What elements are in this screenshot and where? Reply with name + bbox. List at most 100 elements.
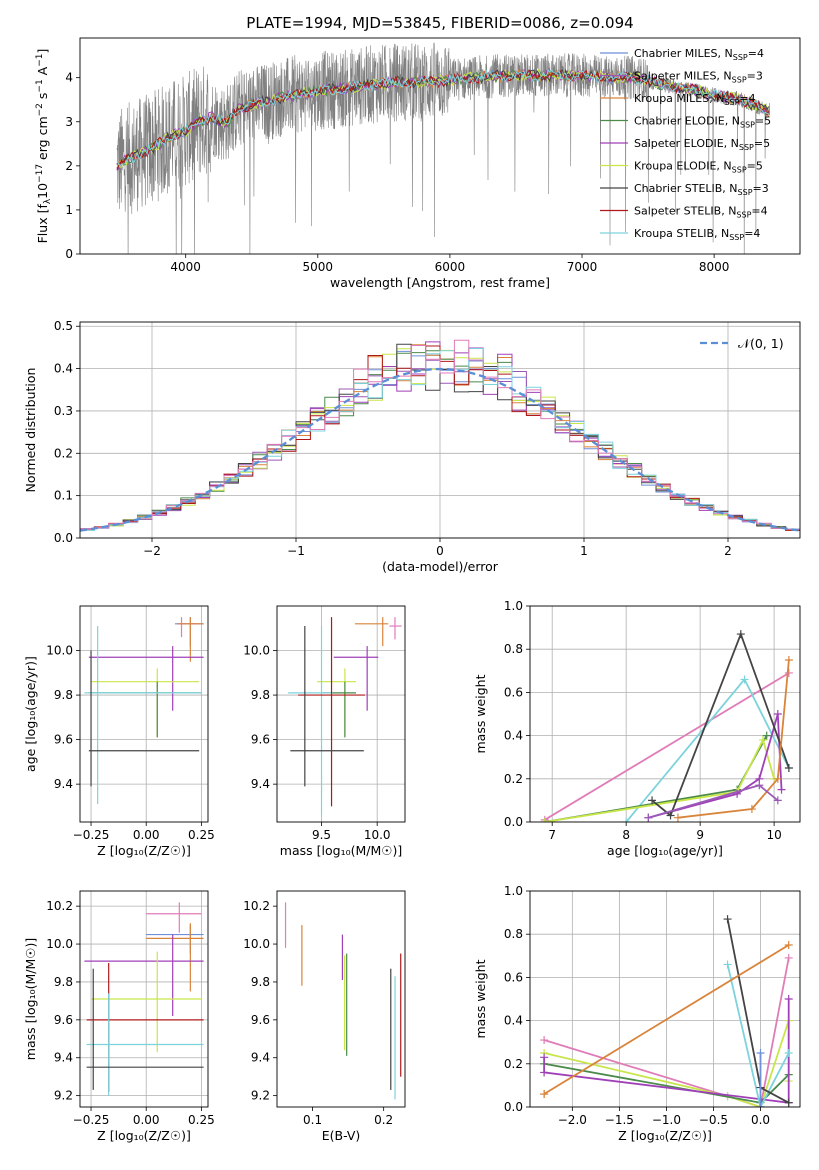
histogram-step <box>80 339 800 530</box>
y-tick-label: 0.0 <box>54 531 73 545</box>
panel-massweight_vs_age: 7 8 9 10 0.0 0.2 0.4 0.6 0.8 1.0 age [log₁₀(age/yr… <box>473 599 801 858</box>
legend-entry: Kroupa STELIB, NSSP=4 <box>634 227 760 242</box>
y-tick-label: 0.1 <box>54 489 73 503</box>
data-point-marker <box>740 675 749 684</box>
data-point-marker <box>673 813 682 822</box>
x-tick-label: 10.0 <box>364 828 391 842</box>
x-axis-label: (data-model)/error <box>382 559 499 574</box>
x-axis-label: wavelength [Angstrom, rest frame] <box>330 275 550 290</box>
data-point-marker <box>756 1049 765 1057</box>
y-tick-label: 1.0 <box>504 599 523 613</box>
y-axis-label: mass weight <box>473 674 488 753</box>
data-point-marker <box>755 781 764 790</box>
y-tick-label: 9.4 <box>251 777 270 791</box>
axes-frame <box>79 37 801 255</box>
x-tick-label: 8 <box>622 828 630 842</box>
y-tick-label: 9.4 <box>54 777 73 791</box>
y-tick-label: 0.0 <box>504 1100 523 1114</box>
y-tick-label: 0.2 <box>504 1057 523 1071</box>
axes-frame <box>79 890 209 1108</box>
plot-area-age_vs_Z <box>80 606 208 822</box>
data-point-marker <box>540 1053 549 1062</box>
data-point-marker <box>773 710 782 718</box>
axes-frame <box>79 321 801 539</box>
data-point-marker <box>773 774 782 783</box>
y-tick-label: 9.6 <box>251 733 270 747</box>
x-tick-label: 6000 <box>435 260 466 274</box>
legend-entry: Chabrier ELODIE, NSSP=5 <box>634 115 771 130</box>
y-tick-label: 9.6 <box>54 1013 73 1027</box>
y-tick-label: 10.0 <box>243 644 270 658</box>
model-line-chabrier-elodie <box>116 69 769 167</box>
y-tick-label: 0.4 <box>504 729 523 743</box>
x-tick-label: 0 <box>436 544 444 558</box>
data-point-marker <box>784 953 793 962</box>
data-point-marker <box>723 915 732 924</box>
y-tick-label: 10.0 <box>46 644 73 658</box>
x-axis-label: Z [log₁₀(Z/Z☉)] <box>618 1128 712 1143</box>
x-tick-label: 2 <box>724 544 732 558</box>
x-tick-label: 9 <box>696 828 704 842</box>
y-tick-label: 0.2 <box>504 772 523 786</box>
data-point-marker <box>540 818 549 822</box>
panel-mass_vs_ebv: 0.1 0.2 9.2 9.4 9.6 9.8 10.0 10.2 E(B-V) <box>243 890 406 1143</box>
data-point-marker <box>773 796 782 805</box>
data-point-marker <box>666 811 675 820</box>
data-point-marker <box>736 630 745 639</box>
plot-area-residuals <box>80 322 800 538</box>
x-tick-label: 7 <box>548 828 556 842</box>
series-line <box>677 659 790 819</box>
y-tick-label: 0 <box>65 247 73 261</box>
axes-frame <box>79 605 209 823</box>
y-tick-label: 9.4 <box>251 1051 270 1065</box>
y-tick-label: 0.3 <box>54 404 73 418</box>
plot-area-mass_vs_Z <box>80 891 208 1107</box>
y-tick-label: 9.8 <box>251 688 270 702</box>
x-tick-label: −0.5 <box>699 1113 728 1127</box>
y-axis-label: Normed distribution <box>23 368 38 493</box>
y-tick-label: 9.8 <box>251 975 270 989</box>
x-tick-label: 0.00 <box>133 828 160 842</box>
data-point-marker <box>723 960 732 969</box>
data-point-marker <box>784 1098 793 1107</box>
data-point-marker <box>784 656 793 664</box>
model-line-kroupa-stelib <box>116 69 769 167</box>
x-tick-label: 0.0 <box>751 1113 770 1127</box>
axes-frame <box>529 890 801 1108</box>
y-tick-label: 9.6 <box>54 733 73 747</box>
x-axis-label: age [log₁₀(age/yr)] <box>607 843 723 858</box>
normal-curve <box>80 367 800 532</box>
x-tick-label: 7000 <box>567 260 598 274</box>
data-point-marker <box>540 1036 549 1045</box>
data-point-marker <box>540 1090 549 1099</box>
data-point-marker <box>759 735 768 744</box>
axes-frame <box>276 605 406 823</box>
x-tick-label: 0.1 <box>303 1113 322 1127</box>
panel-mass_vs_Z: −0.25 0.00 0.25 9.2 9.4 9.6 9.8 10.0 10.2 Z [log₁… <box>23 890 215 1143</box>
y-tick-label: 0.4 <box>504 1014 523 1028</box>
y-tick-label: 10.0 <box>46 937 73 951</box>
x-axis-label: mass [log₁₀(M/M☉)] <box>280 843 402 858</box>
panel-spectrum: 4000 5000 6000 7000 8000 0 1 2 3 4 wavelength [Ang… <box>35 37 801 290</box>
spectrum-legend: Chabrier MILES, NSSP=4 Salpeter MILES, NS… <box>600 47 771 242</box>
panel-massweight_vs_Z: −2.0 −1.5 −1.0 −0.5 0.0 0.0 0.2 0.4 0.6 0.8 1.0 Z [… <box>473 884 801 1143</box>
x-tick-label: −2 <box>143 544 161 558</box>
y-tick-label: 0.0 <box>504 815 523 829</box>
plot-area-massweight_vs_Z <box>530 891 800 1107</box>
y-tick-label: 0.8 <box>504 927 523 941</box>
y-tick-label: 9.6 <box>251 1013 270 1027</box>
y-tick-label: 10.2 <box>243 899 270 913</box>
data-point-marker <box>784 995 793 1003</box>
series-line <box>726 964 790 1107</box>
axes-frame <box>276 890 406 1108</box>
y-tick-label: 1.0 <box>504 884 523 898</box>
data-point-marker <box>784 668 793 677</box>
plot-area-mass_vs_ebv <box>284 902 402 1100</box>
y-tick-label: 2 <box>65 159 73 173</box>
legend-entry: Chabrier MILES, NSSP=4 <box>634 47 764 62</box>
y-tick-label: 0.2 <box>54 446 73 460</box>
x-tick-label: 10 <box>766 828 781 842</box>
y-tick-label: 0.4 <box>54 362 73 376</box>
legend-entry: Kroupa ELODIE, NSSP=5 <box>634 160 763 175</box>
